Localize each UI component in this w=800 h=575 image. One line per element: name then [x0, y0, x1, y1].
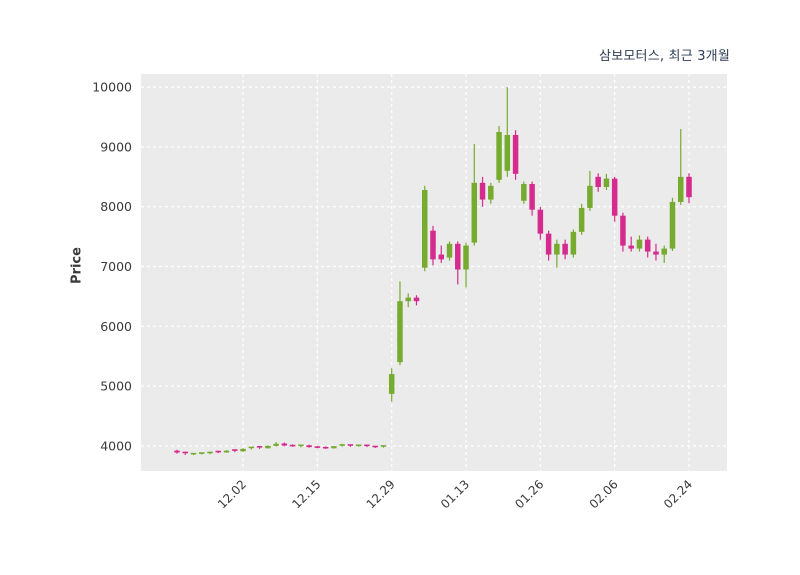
y-tick-label: 6000: [100, 319, 132, 334]
candle-body: [636, 239, 643, 249]
candle-body: [479, 182, 486, 200]
candle-body: [669, 201, 676, 249]
candle-body: [331, 446, 337, 449]
candle-body: [289, 444, 296, 447]
candle-body: [273, 443, 279, 446]
candle-body: [554, 243, 560, 255]
y-tick-label: 8000: [100, 199, 132, 214]
candle-body: [488, 185, 494, 200]
candle-body: [256, 445, 263, 448]
x-tick-label: 02.06: [587, 477, 621, 511]
candle-body: [380, 445, 387, 447]
candle-body: [463, 245, 469, 270]
candle-body: [215, 450, 222, 453]
x-tick-label: 01.13: [438, 477, 472, 511]
candle-body: [322, 446, 329, 449]
candle-body: [611, 178, 618, 216]
x-tick-label: 12.02: [215, 477, 249, 511]
candle-body: [537, 209, 544, 234]
y-tick-label: 10000: [92, 80, 132, 95]
candle-body: [347, 444, 354, 446]
candle-body: [677, 176, 684, 202]
candle-body: [644, 239, 651, 252]
candle-body: [240, 448, 246, 452]
candle-body: [364, 444, 370, 447]
y-tick-label: 7000: [100, 259, 132, 274]
candle-body: [570, 231, 577, 255]
chart-title: 삼보모터스, 최근 3개월: [599, 49, 730, 64]
candle-body: [504, 134, 511, 171]
candle-body: [438, 254, 445, 260]
candle-body: [199, 452, 205, 454]
candle-body: [298, 444, 304, 447]
candle-body: [223, 450, 230, 453]
candle-body: [174, 450, 180, 453]
y-tick-label: 9000: [100, 139, 132, 154]
x-tick-label: 01.26: [512, 477, 546, 511]
candle-body: [545, 233, 552, 255]
candle-body: [388, 374, 395, 394]
candle-body: [232, 449, 238, 451]
candle-body: [182, 451, 189, 454]
candle-body: [281, 443, 288, 446]
y-tick-label: 4000: [100, 438, 132, 453]
candle-body: [578, 207, 585, 232]
candle-body: [496, 131, 502, 180]
candle-body: [653, 251, 659, 255]
candle-body: [339, 444, 345, 446]
candle-body: [397, 301, 403, 363]
candle-body: [446, 243, 453, 258]
x-tick-label: 12.29: [364, 477, 398, 511]
candle-body: [686, 176, 692, 198]
y-tick-label: 5000: [100, 379, 132, 394]
candle-body: [661, 248, 667, 255]
candle-body: [405, 297, 411, 302]
candle-body: [620, 215, 626, 246]
candle-body: [595, 176, 601, 188]
y-axis-label: Price: [69, 247, 85, 284]
x-tick-label: 12.15: [289, 477, 323, 511]
candle-body: [207, 451, 213, 454]
candle-body: [430, 230, 436, 260]
candle-body: [603, 178, 610, 188]
candle-body: [455, 243, 461, 270]
candle-body: [314, 446, 321, 448]
candle-body: [521, 184, 527, 201]
candle-body: [372, 445, 378, 448]
plot-background: [141, 74, 727, 471]
x-tick-label: 02.24: [661, 477, 695, 511]
candle-body: [190, 452, 197, 455]
candle-body: [413, 297, 420, 302]
candle-body: [355, 444, 362, 447]
candle-body: [512, 134, 519, 174]
candle-body: [306, 445, 312, 448]
candle-body: [471, 182, 478, 243]
candle-body: [248, 446, 255, 449]
candle-body: [265, 445, 271, 449]
candle-body: [628, 245, 634, 249]
candle-body: [562, 243, 568, 255]
candle-body: [587, 185, 593, 208]
candle-body: [421, 189, 428, 268]
candle-body: [529, 184, 535, 210]
